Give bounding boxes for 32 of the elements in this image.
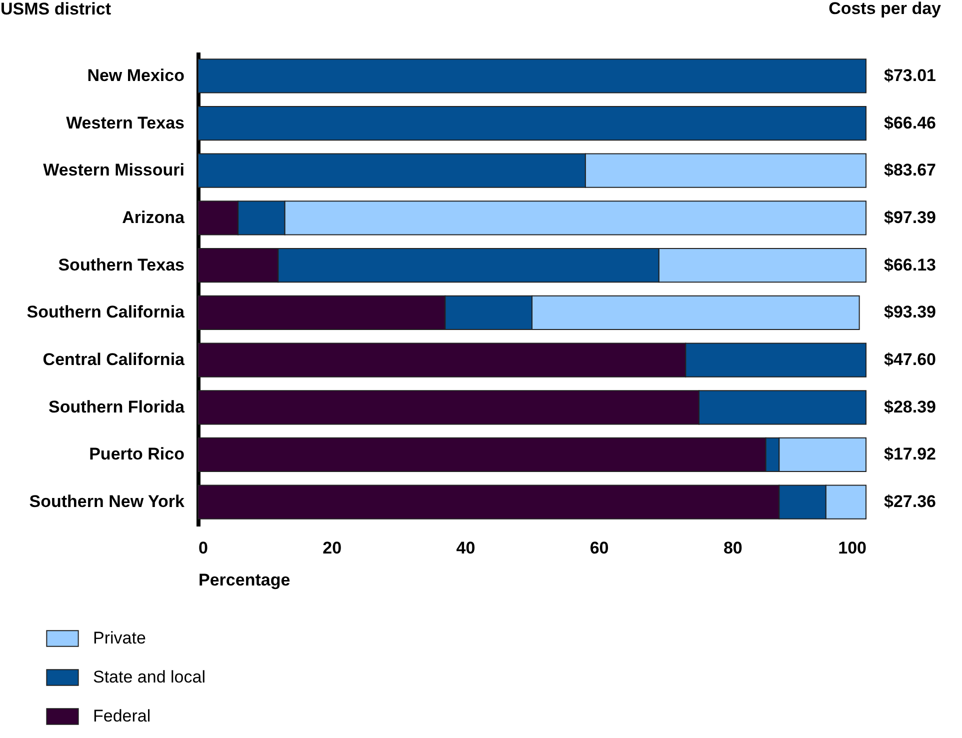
legend-label: Federal xyxy=(93,706,151,726)
y-tick-label: Southern Florida xyxy=(48,397,186,416)
y-tick-label: Arizona xyxy=(122,208,186,227)
y-tick-label: Southern Texas xyxy=(58,255,184,274)
text: $93.39 xyxy=(884,302,936,322)
text: $73.01 xyxy=(884,66,936,85)
y-axis-title: USMS district xyxy=(0,0,112,18)
legend-label: Private xyxy=(93,628,146,648)
text: Costs per day xyxy=(828,0,942,18)
x-tick-label: 60 xyxy=(590,538,609,558)
x-tick-label: 0 xyxy=(198,538,208,558)
text: $17.92 xyxy=(884,444,936,464)
y-tick-label: New Mexico xyxy=(87,66,184,85)
x-axis-title: Percentage xyxy=(198,570,290,590)
y-tick-label: Western Texas xyxy=(66,113,184,132)
x-tick-label: 100 xyxy=(838,538,866,558)
text: $83.67 xyxy=(884,160,936,180)
y-tick-label: Western Missouri xyxy=(43,160,184,180)
y-tick-label: Southern California xyxy=(26,302,186,322)
text: $66.13 xyxy=(884,255,936,274)
y-tick-label: Southern New York xyxy=(29,492,186,512)
text: $28.39 xyxy=(884,397,936,416)
y-tick-label: Puerto Rico xyxy=(89,444,184,464)
text: $97.39 xyxy=(884,208,936,227)
text: $47.60 xyxy=(884,350,936,370)
y-tick-label: Central California xyxy=(42,350,186,370)
x-tick-label: 40 xyxy=(456,538,476,558)
text: $66.46 xyxy=(884,113,936,132)
text: $27.36 xyxy=(884,492,936,512)
x-tick-label: 20 xyxy=(322,538,342,558)
x-tick-label: 80 xyxy=(723,538,742,558)
legend-label: State and local xyxy=(93,668,206,686)
